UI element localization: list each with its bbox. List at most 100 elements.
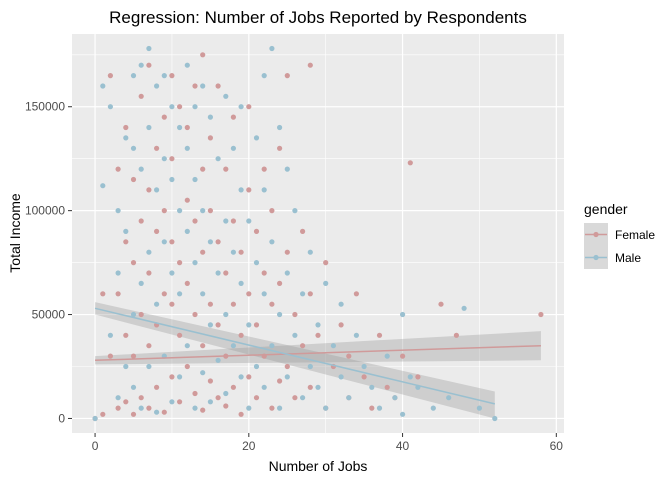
data-point-male	[300, 291, 306, 297]
data-point-male	[277, 405, 283, 411]
data-point-male	[107, 332, 113, 338]
data-point-female	[146, 187, 152, 193]
data-point-male	[138, 62, 144, 68]
data-point-male	[138, 405, 144, 411]
data-point-female	[315, 332, 321, 338]
data-point-male	[246, 405, 252, 411]
data-point-female	[192, 218, 198, 224]
data-point-male	[238, 187, 244, 193]
data-point-female	[300, 228, 306, 234]
data-point-female	[215, 83, 221, 89]
y-tick-label: 50000	[32, 308, 66, 322]
data-point-male	[169, 270, 175, 276]
data-point-male	[215, 156, 221, 162]
data-point-male	[138, 280, 144, 286]
data-point-male	[192, 176, 198, 183]
data-point-male	[169, 399, 175, 405]
data-point-female	[184, 124, 190, 131]
data-point-female	[130, 260, 137, 266]
data-point-female	[246, 104, 252, 110]
data-point-male	[130, 73, 137, 79]
data-point-male	[376, 405, 383, 411]
data-point-female	[123, 124, 129, 131]
data-point-male	[192, 260, 198, 266]
data-point-male	[230, 343, 236, 349]
data-point-male	[184, 62, 190, 68]
data-point-male	[115, 395, 121, 401]
data-point-male	[238, 280, 244, 286]
x-axis-label: Number of Jobs	[269, 458, 368, 474]
legend-label-female: Female	[615, 228, 655, 242]
data-point-male	[461, 305, 467, 311]
data-point-female	[130, 411, 137, 417]
data-point-female	[123, 239, 129, 245]
data-point-male	[407, 374, 413, 380]
data-point-male	[207, 239, 213, 245]
data-point-male	[392, 395, 398, 401]
data-point-male	[184, 228, 190, 234]
data-point-male	[261, 384, 267, 390]
data-point-male	[146, 45, 152, 52]
data-point-female	[300, 343, 306, 349]
data-point-male	[261, 291, 267, 297]
data-point-male	[346, 395, 352, 401]
data-point-female	[284, 249, 290, 255]
data-point-female	[184, 363, 190, 370]
data-point-male	[154, 83, 160, 89]
data-point-male	[238, 104, 244, 110]
data-point-female	[453, 332, 459, 338]
data-point-male	[223, 218, 229, 224]
data-point-male	[300, 395, 306, 401]
data-point-female	[130, 353, 137, 359]
data-point-female	[192, 311, 198, 318]
data-point-female	[223, 270, 229, 276]
data-point-male	[169, 176, 175, 183]
data-point-female	[338, 322, 344, 328]
data-point-female	[123, 399, 129, 405]
data-point-male	[100, 183, 106, 189]
regression-lines	[94, 307, 541, 405]
data-point-female	[161, 114, 167, 120]
data-point-male	[284, 166, 290, 172]
data-point-female	[200, 407, 206, 413]
data-point-female	[161, 409, 167, 415]
x-tick-label: 40	[396, 439, 410, 453]
data-point-female	[184, 280, 190, 286]
data-point-female	[115, 405, 121, 411]
data-point-male	[246, 322, 252, 328]
data-point-female	[246, 374, 252, 380]
data-point-male	[261, 73, 267, 79]
data-point-female	[269, 405, 275, 411]
data-point-male	[123, 228, 129, 234]
data-point-male	[369, 384, 375, 390]
data-point-female	[161, 291, 167, 297]
data-point-female	[261, 270, 267, 276]
plot-panel	[72, 34, 564, 433]
data-point-female	[230, 384, 236, 390]
data-point-male	[184, 145, 190, 151]
data-point-female	[200, 166, 206, 172]
data-point-female	[353, 291, 359, 297]
data-point-female	[207, 378, 213, 384]
data-point-male	[100, 83, 106, 89]
data-point-male	[307, 363, 313, 370]
data-point-male	[107, 104, 113, 110]
data-point-male	[146, 249, 152, 255]
data-point-female	[369, 405, 375, 411]
data-point-female	[115, 166, 121, 172]
data-point-female	[323, 260, 329, 266]
data-point-male	[223, 390, 229, 397]
data-point-female	[407, 160, 413, 166]
data-point-male	[123, 135, 129, 141]
data-point-female	[277, 145, 283, 151]
data-point-female	[284, 73, 290, 79]
data-point-male	[353, 332, 359, 338]
data-point-male	[284, 374, 290, 380]
y-axis-label: Total Income	[7, 193, 23, 273]
data-point-female	[238, 249, 244, 255]
data-point-male	[192, 405, 198, 411]
data-point-male	[315, 322, 321, 328]
legend: gender Female Male	[584, 201, 655, 269]
data-point-female	[107, 353, 113, 359]
